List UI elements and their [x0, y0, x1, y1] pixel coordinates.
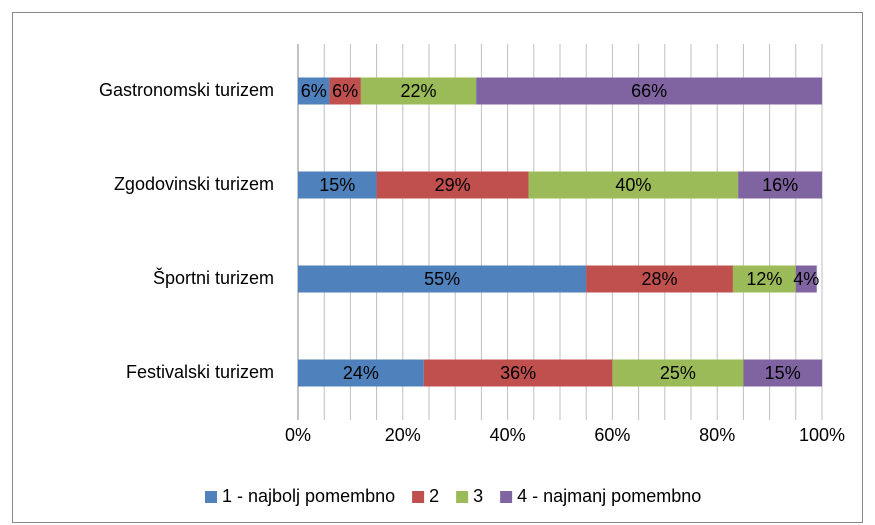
bar-segment: [376, 171, 529, 199]
bar-segment: [795, 265, 817, 293]
bar-segment: [586, 265, 733, 293]
bar-segment: [738, 171, 822, 199]
data-label: 28%: [642, 269, 678, 289]
bar-segment: [298, 265, 587, 293]
x-tick-label: 60%: [594, 425, 630, 445]
bar-segment: [528, 171, 739, 199]
data-label: 22%: [401, 81, 437, 101]
x-tick-label: 0%: [285, 425, 311, 445]
bar-segment: [298, 171, 377, 199]
legend-label: 2: [429, 486, 439, 506]
bar-segment: [360, 77, 477, 105]
legend-swatch: [456, 491, 469, 503]
bar-segment: [732, 265, 796, 293]
x-tick-label: 40%: [490, 425, 526, 445]
data-label: 25%: [660, 363, 696, 383]
data-label: 15%: [319, 175, 355, 195]
data-label: 24%: [343, 363, 379, 383]
data-label: 36%: [500, 363, 536, 383]
data-label: 29%: [435, 175, 471, 195]
y-tick-label: Zgodovinski turizem: [114, 174, 274, 194]
data-label: 15%: [765, 363, 801, 383]
legend-label: 3: [473, 486, 483, 506]
x-tick-label: 80%: [699, 425, 735, 445]
bar-segment: [423, 359, 613, 387]
bar-segment: [743, 359, 822, 387]
legend-swatch: [500, 491, 513, 503]
data-label: 55%: [424, 269, 460, 289]
data-label: 6%: [301, 81, 327, 101]
data-label: 6%: [332, 81, 358, 101]
y-tick-label: Gastronomski turizem: [99, 80, 274, 100]
x-tick-label: 20%: [385, 425, 421, 445]
data-label: 4%: [793, 269, 819, 289]
bar-segment: [329, 77, 361, 105]
bar-segment: [476, 77, 822, 105]
x-tick-label: 100%: [799, 425, 845, 445]
legend-swatch: [412, 491, 425, 503]
legend-label: 4 - najmanj pomembno: [517, 486, 701, 506]
data-label: 12%: [746, 269, 782, 289]
data-label: 40%: [615, 175, 651, 195]
legend-label: 1 - najbolj pomembno: [222, 486, 395, 506]
bar-segment: [612, 359, 744, 387]
data-label: 66%: [631, 81, 667, 101]
data-label: 16%: [762, 175, 798, 195]
legend-swatch: [205, 491, 217, 503]
bar-segment: [298, 359, 424, 387]
bar-segment: [298, 77, 330, 105]
y-tick-label: Športni turizem: [153, 267, 274, 288]
y-tick-label: Festivalski turizem: [126, 362, 274, 382]
